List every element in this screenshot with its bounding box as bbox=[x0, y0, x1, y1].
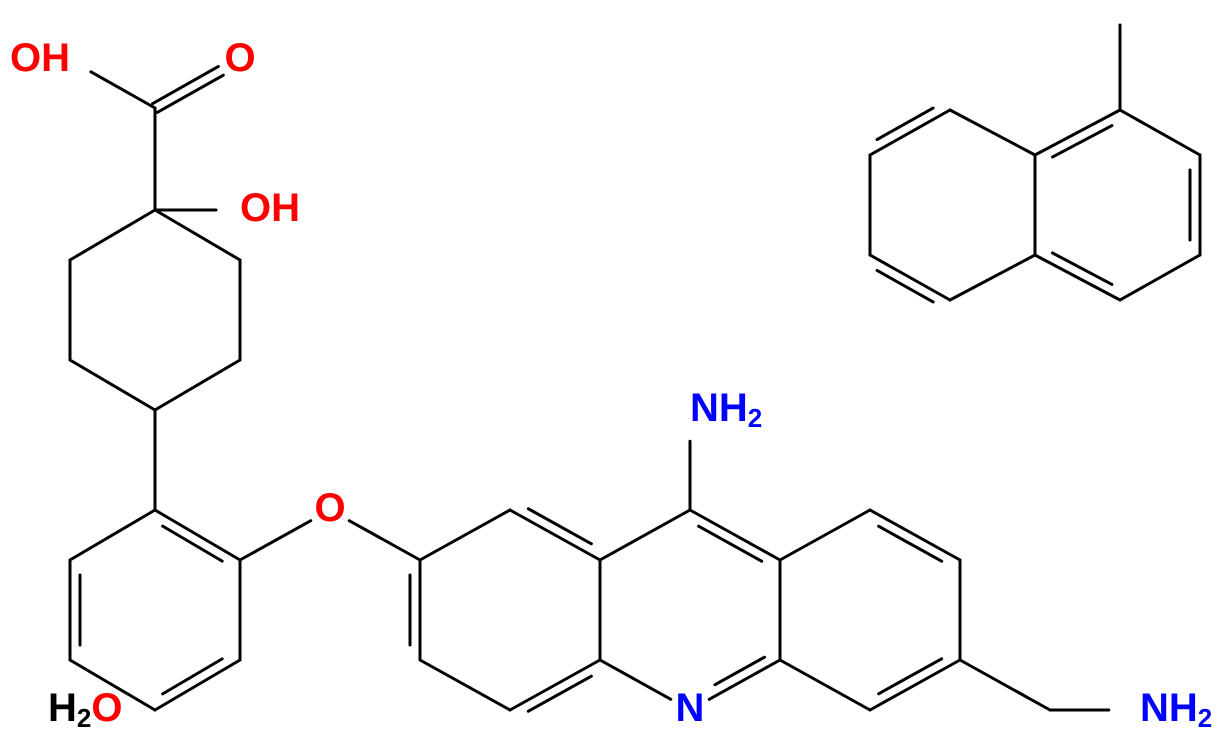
atom-label: OH bbox=[10, 36, 70, 80]
atom-label: NH2 bbox=[1140, 686, 1212, 733]
molecule-diagram: OH O OH O NH2 N NH2 H2O bbox=[0, 0, 1231, 749]
atom-label: O bbox=[314, 486, 345, 530]
atom-label: O bbox=[224, 36, 255, 80]
atom-label: NH2 bbox=[690, 386, 762, 433]
atom-label: H2O bbox=[48, 686, 122, 733]
atom-label: OH bbox=[240, 186, 300, 230]
atom-label: N bbox=[676, 686, 705, 730]
